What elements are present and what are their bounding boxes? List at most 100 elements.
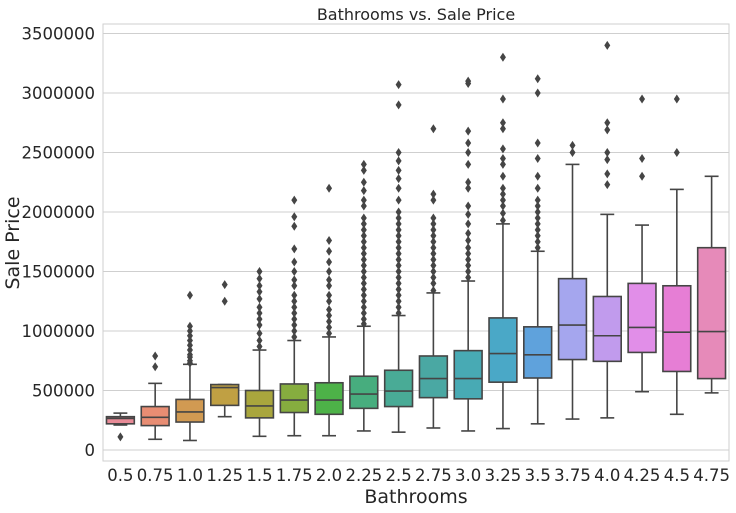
iqr-box <box>696 246 727 380</box>
outlier-point <box>360 225 367 235</box>
x-tick-label: 2.0 <box>316 466 342 485</box>
outlier-point <box>360 213 367 223</box>
outlier-point <box>499 124 506 134</box>
outlier-point <box>534 201 541 211</box>
x-tick-label: 2.75 <box>415 466 452 485</box>
outlier-point <box>395 249 402 259</box>
outlier-point <box>430 195 437 205</box>
outlier-point <box>604 148 611 157</box>
outlier-point <box>326 316 333 326</box>
outlier-point <box>291 320 298 330</box>
outlier-point <box>395 267 402 276</box>
outlier-point <box>360 319 367 329</box>
outlier-point <box>465 209 472 219</box>
y-axis-label: Sale Price <box>2 196 24 289</box>
outlier-point <box>256 294 263 304</box>
outlier-point <box>534 88 541 98</box>
outlier-point <box>221 280 228 290</box>
outlier-point <box>395 284 402 294</box>
x-tick-label: 4.25 <box>624 466 661 485</box>
outlier-point <box>430 278 437 288</box>
outlier-point <box>465 183 472 193</box>
x-tick-label: 3.0 <box>455 466 481 485</box>
box-group <box>314 183 344 437</box>
outlier-point <box>256 314 263 324</box>
outlier-point <box>291 326 298 336</box>
outlier-point <box>639 171 646 181</box>
outlier-point <box>291 281 298 291</box>
outlier-point <box>395 165 402 175</box>
outlier-point <box>499 144 506 154</box>
outlier-point <box>360 272 367 282</box>
outlier-point <box>256 267 263 276</box>
x-tick-label: 3.5 <box>525 466 551 485</box>
outlier-point <box>534 237 541 247</box>
outlier-point <box>360 278 367 288</box>
outlier-point <box>465 148 472 157</box>
outlier-point <box>465 267 472 276</box>
outlier-point <box>465 177 472 187</box>
outlier-point <box>256 302 263 312</box>
x-tick-label: 1.75 <box>276 466 313 485</box>
outlier-point <box>395 100 402 110</box>
outlier-point <box>395 261 402 271</box>
outlier-point <box>395 183 402 193</box>
outlier-point <box>360 177 367 187</box>
outlier-point <box>291 212 298 222</box>
outlier-point <box>152 351 159 361</box>
box-group <box>418 124 449 429</box>
outlier-point <box>326 322 333 332</box>
outlier-point <box>569 148 576 157</box>
outlier-point <box>604 155 611 165</box>
outlier-point <box>604 40 611 50</box>
outlier-point <box>256 281 263 291</box>
iqr-box <box>175 398 205 423</box>
outlier-point <box>291 302 298 312</box>
outlier-point <box>395 156 402 166</box>
outlier-point <box>360 201 367 211</box>
outlier-point <box>326 328 333 338</box>
outlier-point <box>430 213 437 223</box>
outlier-point <box>291 332 298 342</box>
outlier-point <box>465 201 472 211</box>
box-group <box>557 140 588 420</box>
outlier-point <box>186 345 193 355</box>
box-group <box>279 195 309 437</box>
outlier-point <box>256 336 263 346</box>
outlier-point <box>465 236 472 246</box>
iqr-box <box>488 317 518 383</box>
outlier-point <box>395 80 402 90</box>
outlier-point <box>499 118 506 128</box>
outlier-point <box>639 153 646 163</box>
box-group <box>488 52 518 430</box>
outlier-point <box>430 243 437 253</box>
outlier-point <box>604 125 611 135</box>
outlier-point <box>291 221 298 231</box>
outlier-point <box>360 231 367 241</box>
outlier-point <box>186 340 193 350</box>
x-tick-label: 2.5 <box>385 466 411 485</box>
iqr-box <box>453 349 483 400</box>
plot-area <box>102 23 730 462</box>
outlier-point <box>395 219 402 229</box>
x-tick-label: 4.5 <box>664 466 690 485</box>
outlier-point <box>360 249 367 259</box>
outlier-point <box>360 219 367 229</box>
outlier-point <box>395 255 402 265</box>
outlier-point <box>465 255 472 265</box>
x-tick-label: 4.0 <box>594 466 620 485</box>
outlier-point <box>360 186 367 196</box>
outlier-point <box>395 243 402 253</box>
outlier-point <box>186 290 193 300</box>
outlier-point <box>326 290 333 300</box>
outlier-point <box>465 249 472 259</box>
outlier-point <box>534 243 541 253</box>
box-group <box>175 290 205 442</box>
outlier-point <box>360 243 367 253</box>
outlier-point <box>326 246 333 256</box>
iqr-box <box>349 375 379 410</box>
outlier-point <box>395 237 402 247</box>
outlier-point <box>499 201 506 211</box>
y-tick-label: 0 <box>85 441 96 460</box>
